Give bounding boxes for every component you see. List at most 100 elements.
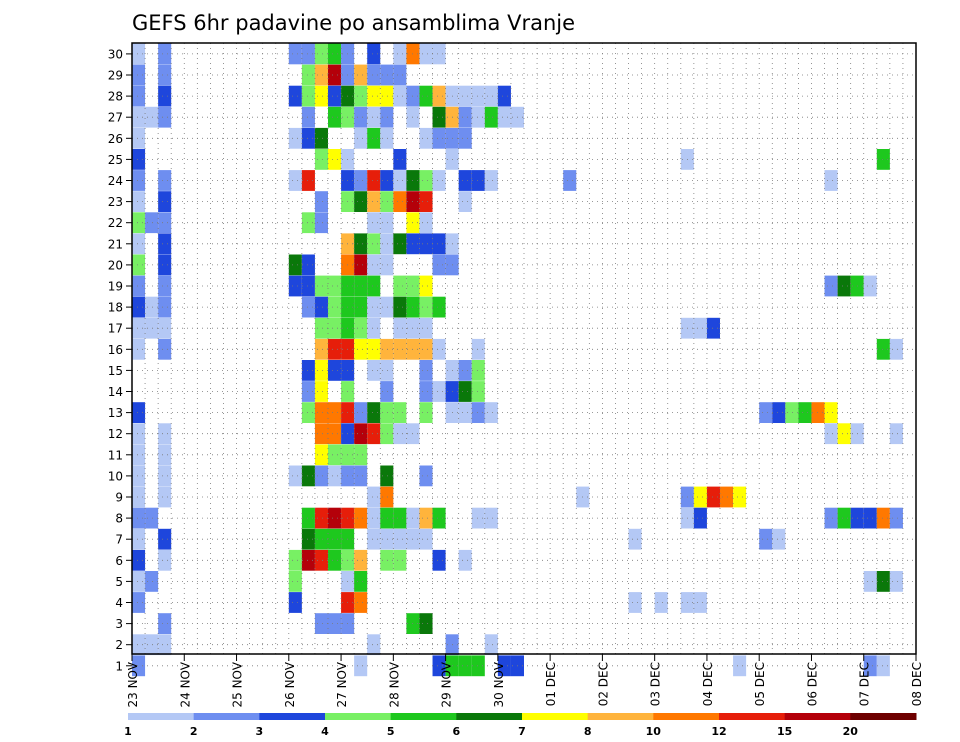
heatmap-cell bbox=[380, 486, 394, 508]
heatmap-cell bbox=[484, 85, 498, 107]
colorbar-label: 20 bbox=[843, 725, 859, 738]
heatmap-cell bbox=[367, 634, 381, 656]
heatmap-cell bbox=[354, 127, 368, 149]
heatmap-cell bbox=[354, 465, 368, 487]
heatmap-cell bbox=[158, 317, 172, 339]
heatmap-cell bbox=[471, 655, 485, 677]
heatmap-cell bbox=[706, 317, 720, 339]
heatmap-cell bbox=[471, 170, 485, 191]
heatmap-cell bbox=[693, 592, 707, 613]
colorbar-label: 6 bbox=[452, 725, 460, 738]
heatmap-cell bbox=[132, 402, 146, 423]
heatmap-cell bbox=[301, 549, 315, 571]
heatmap-cell bbox=[145, 212, 159, 234]
y-tick-label: 26 bbox=[108, 132, 123, 146]
heatmap-cell bbox=[863, 507, 877, 529]
heatmap-cell bbox=[380, 338, 394, 360]
heatmap-cell bbox=[158, 43, 172, 65]
heatmap-cell bbox=[380, 507, 394, 529]
heatmap-cell bbox=[367, 275, 381, 297]
x-tick-label: 24 NOV bbox=[178, 661, 192, 707]
heatmap-cell bbox=[458, 127, 472, 149]
heatmap-cell bbox=[354, 64, 368, 86]
heatmap-cell bbox=[367, 402, 381, 423]
heatmap-cell bbox=[419, 191, 433, 212]
x-tick-label: 08 DEC bbox=[910, 662, 924, 706]
y-tick-label: 16 bbox=[108, 343, 123, 357]
heatmap-cell bbox=[367, 191, 381, 212]
heatmap-cell bbox=[328, 613, 342, 634]
heatmap-cell bbox=[654, 592, 668, 613]
heatmap-cell bbox=[328, 296, 342, 318]
y-tick-label: 8 bbox=[115, 512, 123, 526]
colorbar-label: 7 bbox=[518, 725, 526, 738]
heatmap-cell bbox=[354, 402, 368, 423]
x-tick-label: 02 DEC bbox=[596, 662, 610, 706]
heatmap-cell bbox=[132, 275, 146, 297]
heatmap-cell bbox=[876, 149, 890, 170]
colorbar-segment bbox=[587, 713, 654, 720]
heatmap-cell bbox=[132, 507, 146, 529]
dotted-grid bbox=[132, 43, 916, 667]
heatmap-cell bbox=[393, 549, 407, 571]
heatmap-cell bbox=[314, 212, 328, 234]
heatmap-cell bbox=[132, 127, 146, 149]
heatmap-cell bbox=[785, 402, 799, 423]
y-tick-label: 9 bbox=[115, 491, 123, 505]
heatmap-cell bbox=[380, 528, 394, 550]
y-tick-label: 4 bbox=[115, 596, 123, 610]
y-tick-label: 11 bbox=[108, 448, 123, 462]
heatmap-cell bbox=[497, 655, 511, 677]
heatmap-cell bbox=[380, 423, 394, 445]
heatmap-cell bbox=[314, 317, 328, 339]
heatmap-cell bbox=[301, 360, 315, 381]
heatmap-cell bbox=[132, 43, 146, 65]
heatmap-cell bbox=[132, 486, 146, 508]
heatmap-cell bbox=[288, 127, 302, 149]
heatmap-cell bbox=[145, 317, 159, 339]
y-axis-ticks: 1234567891011121314151617181920212223242… bbox=[108, 47, 132, 673]
x-tick-label: 06 DEC bbox=[806, 662, 820, 706]
heatmap-cell bbox=[132, 254, 146, 276]
heatmap-cell bbox=[380, 402, 394, 423]
heatmap-cell bbox=[380, 381, 394, 402]
colorbar-label: 3 bbox=[255, 725, 263, 738]
heatmap-cell bbox=[876, 655, 890, 677]
heatmap-cell bbox=[380, 85, 394, 107]
heatmap-cell bbox=[393, 528, 407, 550]
heatmap-cell bbox=[393, 43, 407, 65]
colorbar-segment bbox=[456, 713, 523, 720]
heatmap-cell bbox=[288, 43, 302, 65]
colorbar-segment bbox=[653, 713, 720, 720]
y-tick-label: 28 bbox=[108, 90, 123, 104]
heatmap-cell bbox=[132, 85, 146, 107]
heatmap-cell bbox=[693, 317, 707, 339]
heatmap-cell bbox=[824, 507, 838, 529]
heatmap-cell bbox=[367, 127, 381, 149]
heatmap-cell bbox=[314, 360, 328, 381]
heatmap-cell bbox=[432, 254, 446, 276]
heatmap-cell bbox=[301, 106, 315, 128]
heatmap-cell bbox=[132, 634, 146, 656]
y-tick-label: 10 bbox=[108, 469, 123, 483]
heatmap-cell bbox=[798, 402, 812, 423]
heatmap-cell bbox=[328, 64, 342, 86]
heatmap-cell bbox=[314, 402, 328, 423]
heatmap-cell bbox=[419, 465, 433, 487]
heatmap-cell bbox=[328, 465, 342, 487]
heatmap-cell bbox=[158, 170, 172, 191]
heatmap-cell bbox=[132, 212, 146, 234]
heatmap-cell bbox=[393, 191, 407, 212]
heatmap-cell bbox=[367, 528, 381, 550]
heatmap-cell bbox=[132, 592, 146, 613]
heatmap-cell bbox=[367, 486, 381, 508]
heatmap-cell bbox=[301, 296, 315, 318]
y-tick-label: 17 bbox=[108, 322, 123, 336]
x-tick-label: 27 NOV bbox=[335, 661, 349, 707]
heatmap-cell bbox=[328, 43, 342, 65]
heatmap-cell bbox=[367, 317, 381, 339]
heatmap-cell bbox=[328, 85, 342, 107]
heatmap-cell bbox=[301, 127, 315, 149]
heatmap-cell bbox=[432, 106, 446, 128]
heatmap-cell bbox=[733, 655, 747, 677]
